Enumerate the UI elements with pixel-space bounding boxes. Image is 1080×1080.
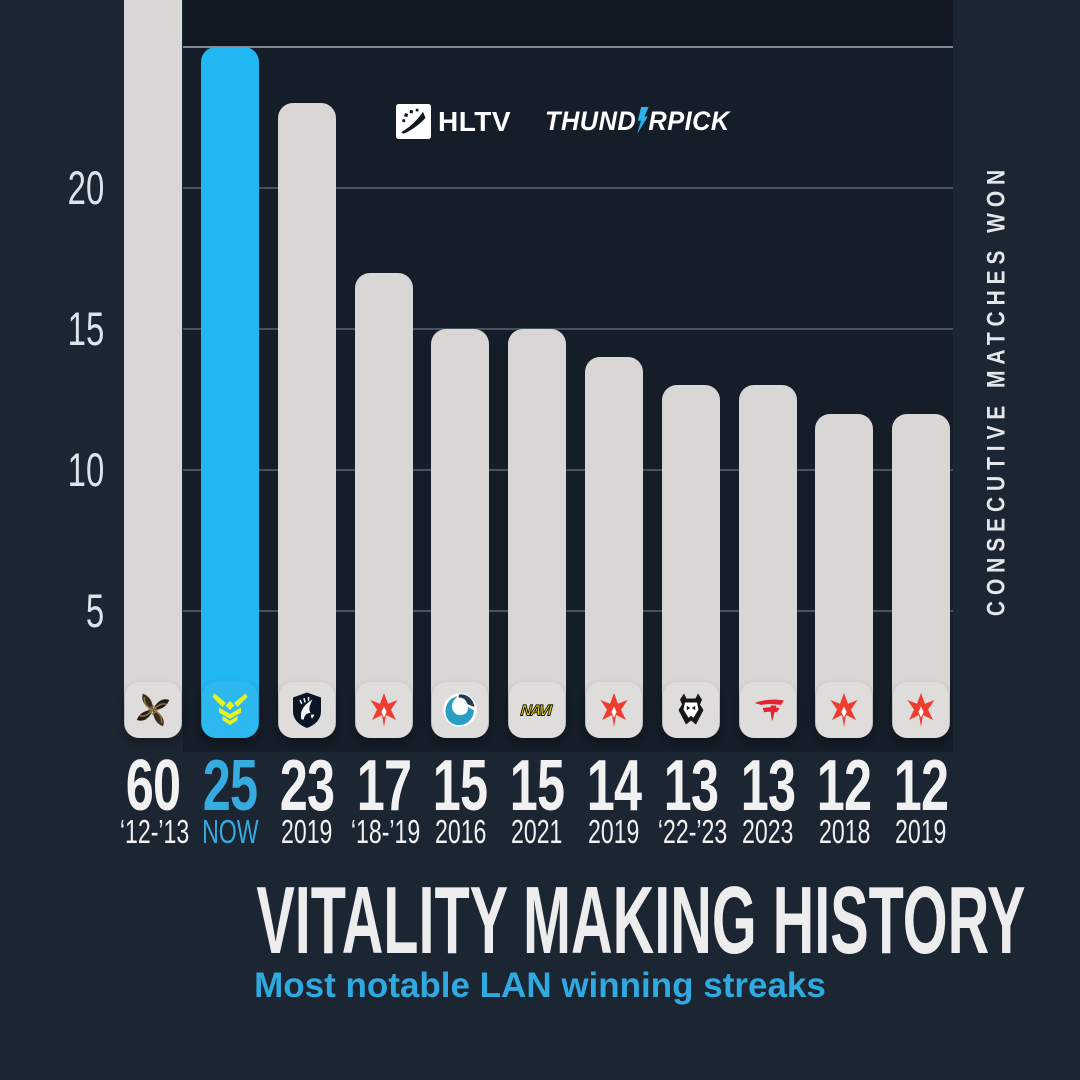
streak-value-astralis-2018: 12 bbox=[817, 746, 872, 826]
y-tick-label-5: 5 bbox=[85, 584, 104, 637]
streak-value-navi: 15 bbox=[509, 746, 565, 826]
team-logo-chip-navi: NAVI bbox=[509, 682, 566, 738]
streak-value-astralis-2019a: 14 bbox=[586, 746, 642, 826]
sponsor-logos: HLTV THUND RPICK bbox=[396, 103, 742, 140]
y-tick-label-15: 15 bbox=[67, 302, 104, 355]
bar-vitality bbox=[201, 47, 259, 738]
bar-nip bbox=[124, 0, 183, 738]
team-liquid-logo-icon bbox=[292, 692, 321, 728]
streak-period-astralis-1819: ‘18-’19 bbox=[350, 813, 420, 850]
bar-astralis-2019a bbox=[585, 357, 643, 738]
hltv-logo: HLTV bbox=[396, 104, 511, 139]
hltv-wordmark: HLTV bbox=[438, 105, 512, 137]
g2-logo-icon bbox=[678, 693, 704, 725]
streak-period-luminosity: 2016 bbox=[434, 813, 487, 850]
team-logo-chip-nip bbox=[125, 682, 182, 738]
team-logo-chip-astralis-2018 bbox=[816, 682, 873, 738]
streak-period-astralis-2019b: 2019 bbox=[895, 813, 947, 850]
plot-area-top-shade bbox=[183, 0, 953, 47]
y-tick-label-10: 10 bbox=[67, 443, 104, 496]
streak-period-nip: ‘12-’13 bbox=[120, 813, 190, 850]
streak-value-faze: 13 bbox=[740, 746, 795, 826]
astralis-logo-icon bbox=[369, 693, 398, 727]
svg-text:NAVI: NAVI bbox=[520, 703, 553, 720]
streak-value-astralis-2019b: 12 bbox=[893, 746, 949, 826]
streak-value-astralis-1819: 17 bbox=[356, 746, 411, 826]
team-logo-chip-faze bbox=[739, 682, 796, 738]
team-logo-chip-astralis-2019b bbox=[893, 682, 950, 738]
bar-astralis-1819 bbox=[354, 272, 413, 738]
team-logo-chip-astralis-1819 bbox=[355, 682, 412, 738]
astralis-logo-icon bbox=[600, 693, 628, 727]
team-logo-chip-astralis-2019a bbox=[586, 682, 642, 738]
bar-liquid bbox=[277, 103, 336, 738]
thunderpick-wordmark-left: THUND bbox=[545, 106, 637, 136]
bar-luminosity bbox=[431, 329, 490, 738]
streak-period-astralis-2018: 2018 bbox=[818, 813, 871, 850]
gridline-15 bbox=[183, 328, 953, 330]
streak-value-luminosity: 15 bbox=[433, 746, 488, 826]
streak-period-astralis-2019a: 2019 bbox=[588, 813, 640, 850]
streak-period-faze: 2023 bbox=[741, 813, 794, 850]
bar-g2 bbox=[661, 385, 720, 738]
team-logo-chip-vitality bbox=[202, 682, 258, 738]
y-tick-label-20: 20 bbox=[67, 161, 104, 214]
gridline-10 bbox=[183, 469, 953, 471]
bar-faze bbox=[738, 385, 797, 738]
bar-navi bbox=[508, 329, 567, 738]
streak-value-g2: 13 bbox=[663, 746, 719, 826]
gridline-25 bbox=[183, 46, 953, 48]
hltv-logo-icon bbox=[396, 104, 431, 139]
streak-period-liquid: 2019 bbox=[281, 813, 333, 850]
thunderpick-logo: THUND RPICK bbox=[545, 106, 730, 137]
vitality-logo-icon bbox=[212, 693, 248, 725]
luminosity-logo-icon bbox=[443, 693, 478, 727]
faze-logo-icon bbox=[754, 699, 784, 721]
nip-logo-icon bbox=[136, 693, 170, 727]
streak-period-vitality: NOW bbox=[201, 813, 259, 850]
streak-period-g2: ‘22-’23 bbox=[657, 813, 728, 850]
navi-logo-icon: NAVI bbox=[520, 702, 554, 720]
chart-title: VITALITY MAKING HISTORY bbox=[256, 867, 1026, 974]
chart-subtitle: Most notable LAN winning streaks bbox=[254, 966, 826, 1005]
lightning-bolt-icon bbox=[637, 107, 649, 134]
team-logo-chip-liquid bbox=[278, 682, 335, 738]
streak-period-navi: 2021 bbox=[511, 813, 563, 850]
y-axis-title: CONSECUTIVE MATCHES WON bbox=[982, 163, 1011, 617]
team-logo-chip-luminosity bbox=[432, 682, 489, 738]
thunderpick-wordmark-right: RPICK bbox=[648, 106, 730, 136]
streak-value-nip: 60 bbox=[125, 746, 181, 826]
streak-value-liquid: 23 bbox=[279, 746, 335, 826]
gridline-20 bbox=[183, 187, 953, 189]
astralis-logo-icon bbox=[907, 693, 935, 727]
team-logo-chip-g2 bbox=[662, 682, 719, 738]
gridline-5 bbox=[183, 610, 953, 612]
streak-value-vitality: 25 bbox=[202, 746, 258, 826]
astralis-logo-icon bbox=[830, 693, 858, 727]
